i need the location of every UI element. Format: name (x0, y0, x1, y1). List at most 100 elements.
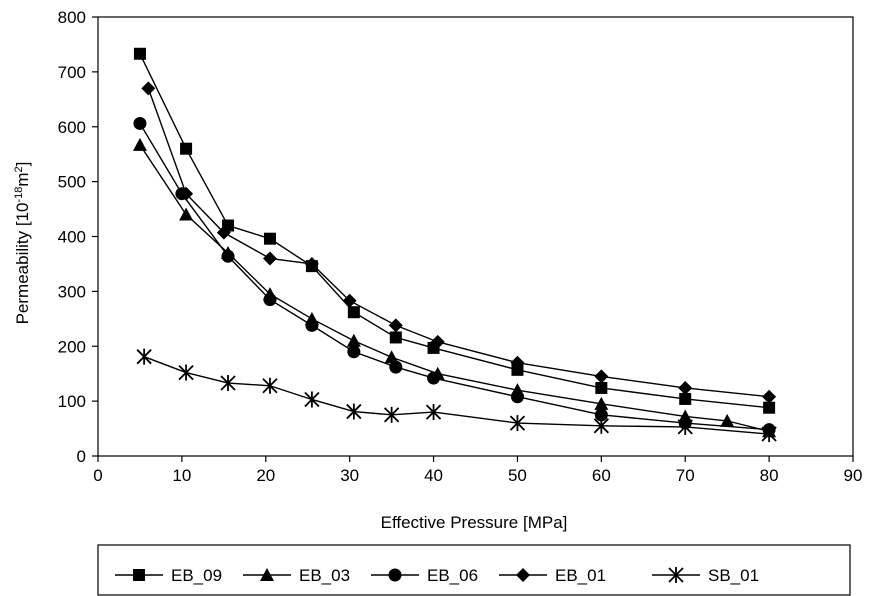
y-axis-label-close: ] (13, 162, 32, 167)
data-point (510, 355, 525, 370)
data-point (342, 293, 357, 308)
data-point (678, 380, 693, 395)
x-tick-label: 30 (340, 466, 359, 485)
y-tick-label: 400 (58, 228, 86, 247)
y-tick-label: 700 (58, 63, 86, 82)
y-axis: 0 100 200 300 400 500 600 700 800 (58, 8, 98, 466)
data-point (221, 249, 235, 263)
data-point (595, 381, 608, 394)
series-eb-09 (133, 47, 776, 414)
data-point (304, 391, 320, 408)
data-point (141, 81, 156, 96)
y-axis-label: Permeability [10-18m2] (13, 162, 32, 325)
data-point (383, 406, 400, 423)
series-line (147, 88, 770, 398)
data-point (510, 390, 524, 404)
data-point (594, 369, 609, 384)
y-tick-label: 100 (58, 392, 86, 411)
x-axis: 0 10 20 30 40 50 60 70 80 90 (93, 456, 862, 485)
legend-label: EB_06 (427, 566, 478, 585)
y-tick-label: 500 (58, 173, 86, 192)
legend-marker (516, 568, 530, 582)
legend-entry-sb-01: SB_01 (652, 566, 759, 585)
data-point (389, 331, 402, 344)
legend-marker (668, 567, 684, 583)
data-point (511, 363, 524, 376)
series-layer (132, 47, 777, 443)
data-point (388, 318, 403, 333)
data-point (304, 256, 319, 271)
y-axis-label-main: Permeability [10 (13, 203, 32, 325)
legend-entry-eb-09: EB_09 (115, 566, 222, 585)
data-point (509, 415, 526, 432)
legend-label: EB_09 (171, 566, 222, 585)
y-tick-label: 200 (58, 337, 86, 356)
y-tick-label: 600 (58, 118, 86, 137)
legend-label: SB_01 (708, 566, 759, 585)
y-axis-label-unit: m (13, 172, 32, 186)
data-point (262, 251, 277, 266)
data-point (679, 392, 692, 405)
y-tick-label: 0 (77, 447, 86, 466)
data-point (594, 408, 608, 422)
series-line (139, 123, 770, 431)
x-tick-label: 90 (844, 466, 863, 485)
x-tick-label: 20 (256, 466, 275, 485)
data-point (593, 417, 609, 434)
series-eb-01 (141, 81, 777, 404)
data-point (133, 116, 147, 130)
x-tick-label: 50 (508, 466, 527, 485)
data-point (180, 142, 193, 155)
data-point (346, 333, 361, 347)
data-point (216, 225, 231, 240)
legend-entry-eb-06: EB_06 (371, 566, 478, 585)
series-line (139, 53, 770, 409)
x-tick-label: 40 (424, 466, 443, 485)
legend-marker (260, 568, 274, 581)
series-eb-06 (133, 116, 776, 437)
data-point (594, 396, 609, 410)
data-point (389, 360, 403, 374)
data-point (762, 389, 777, 404)
data-point (263, 232, 276, 245)
data-point (133, 47, 146, 60)
data-point (347, 306, 360, 319)
data-point (346, 403, 362, 420)
data-point (427, 371, 441, 385)
y-axis-label-exponent-2: 2 (13, 166, 25, 172)
legend-marker (133, 569, 145, 581)
x-tick-label: 60 (592, 466, 611, 485)
data-point (763, 401, 776, 414)
series-sb-01 (136, 348, 777, 443)
x-axis-label: Effective Pressure [MPa] (381, 513, 568, 532)
data-point (384, 350, 399, 364)
data-point (263, 293, 277, 307)
data-point (720, 413, 735, 427)
y-tick-label: 800 (58, 8, 86, 27)
x-tick-label: 70 (676, 466, 695, 485)
data-point (178, 364, 194, 381)
data-point (220, 375, 236, 392)
legend-marker (388, 568, 402, 582)
legend: EB_09 EB_03 EB_06 EB_01 SB_01 (97, 544, 851, 596)
data-point (430, 334, 445, 349)
series-eb-03 (132, 137, 777, 438)
data-point (136, 348, 152, 365)
data-point (179, 207, 194, 221)
data-point (179, 186, 194, 201)
legend-box (97, 544, 851, 596)
y-tick-label: 300 (58, 282, 86, 301)
legend-entry-eb-03: EB_03 (243, 566, 350, 585)
y-axis-label-exponent-1: -18 (13, 187, 25, 203)
data-point (305, 318, 319, 332)
x-tick-label: 0 (93, 466, 102, 485)
data-point (262, 377, 278, 394)
series-line (143, 356, 770, 435)
plot-area (97, 16, 854, 457)
legend-label: EB_03 (299, 566, 350, 585)
plot-frame (97, 16, 854, 457)
legend-label: EB_01 (555, 566, 606, 585)
data-point (761, 426, 777, 443)
data-point (425, 404, 442, 421)
